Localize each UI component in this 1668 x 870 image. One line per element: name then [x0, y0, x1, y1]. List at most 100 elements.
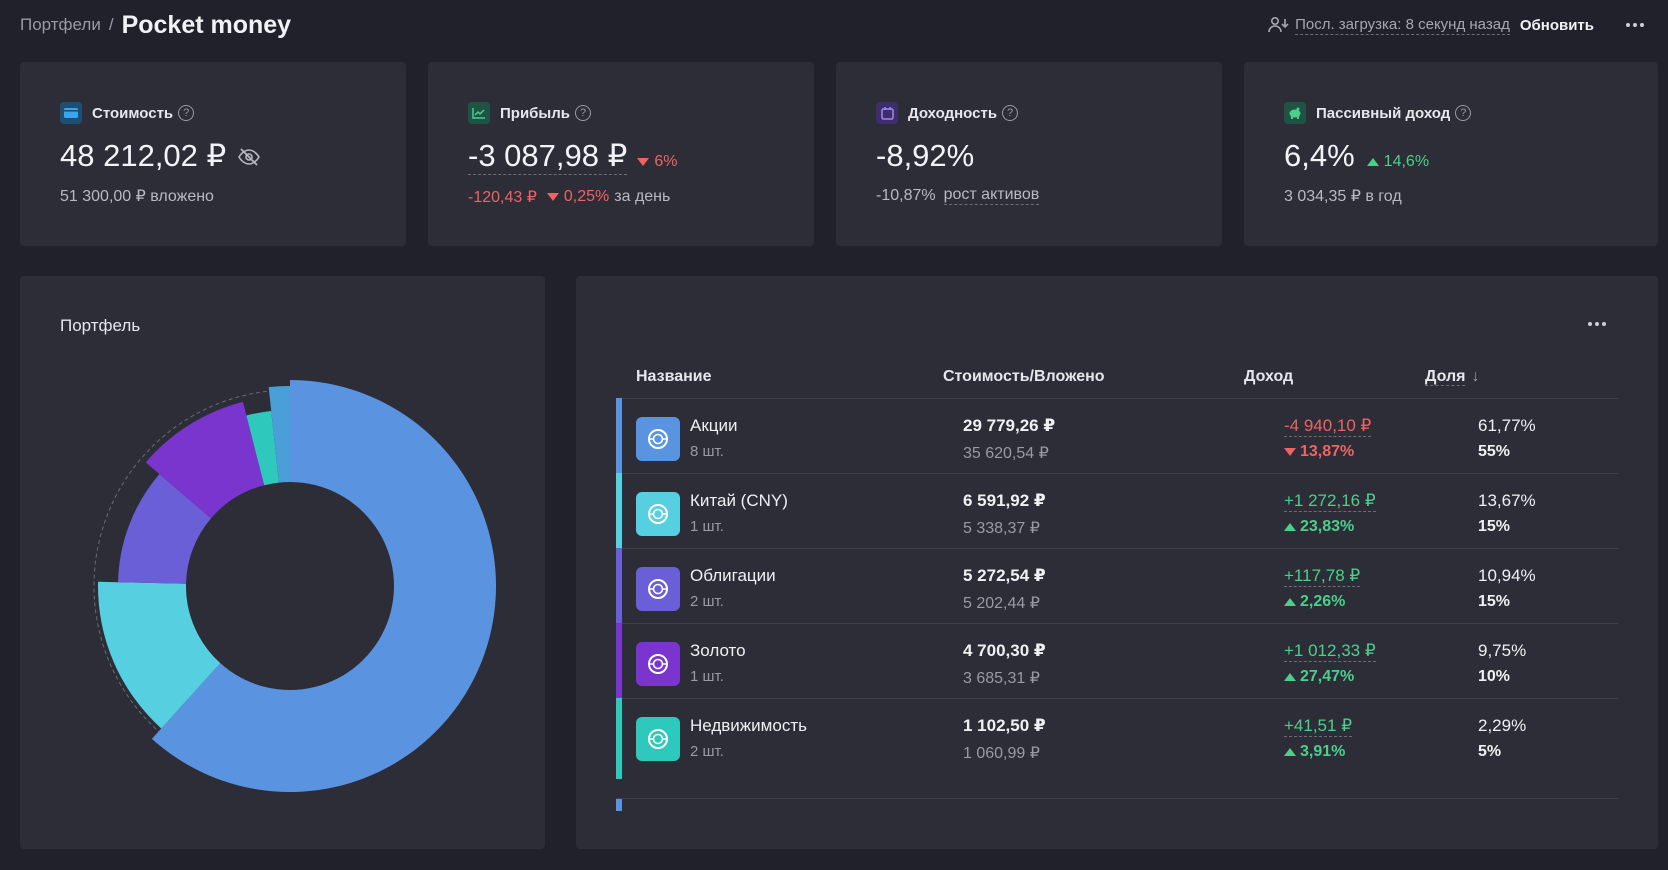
header-income[interactable]: Доход [1244, 368, 1294, 385]
row-income[interactable]: +41,51 ₽ [1284, 716, 1353, 737]
donut-slice-2[interactable] [118, 474, 212, 584]
row-color-bar [616, 398, 622, 479]
asset-icon [636, 492, 680, 536]
passive-amount: 6,4% [1284, 138, 1355, 173]
row-share: 13,67% [1478, 491, 1536, 510]
yield-card: Доходность ? -8,92% -10,87% рост активов [836, 62, 1222, 246]
row-invested: 3 685,31 ₽ [963, 670, 1040, 687]
row-color-bar [616, 698, 622, 779]
passive-label: Пассивный доход [1316, 104, 1451, 122]
row-invested: 5 338,37 ₽ [963, 520, 1040, 537]
asset-growth-label[interactable]: рост активов [943, 186, 1040, 205]
day-profit-change: 0,25% [563, 188, 610, 205]
chart-up-icon [468, 102, 490, 124]
calendar-icon [876, 102, 898, 124]
row-target-share: 55% [1478, 443, 1511, 460]
row-share: 9,75% [1478, 641, 1527, 660]
row-income[interactable]: +1 012,33 ₽ [1284, 641, 1376, 662]
table-row[interactable]: Недвижимость 2 шт. 1 102,50 ₽ 1 060,99 ₽ +41… [616, 698, 1618, 779]
asset-coin-icon [648, 654, 668, 674]
row-qty: 8 шт. [690, 443, 724, 460]
asset-coin-icon [648, 504, 668, 524]
row-color-bar [616, 548, 622, 629]
trend-up-icon [1284, 598, 1296, 606]
row-qty: 2 шт. [690, 743, 724, 760]
trend-up-icon [1284, 748, 1296, 756]
donut-slice-1[interactable] [98, 581, 221, 729]
top-bar: Портфели / Pocket money Посл. загрузка: … [20, 8, 1648, 42]
row-income-pct: 13,87% [1284, 443, 1354, 461]
value-card: Стоимость ? 48 212,02 ₽ 51 300,00 ₽ влож… [20, 62, 406, 246]
table-row[interactable]: Китай (CNY) 1 шт. 6 591,92 ₽ 5 338,37 ₽ +1 2… [616, 473, 1618, 554]
row-name: Акции [690, 416, 738, 435]
row-share: 10,94% [1478, 566, 1536, 585]
help-icon[interactable]: ? [575, 105, 591, 121]
table-row[interactable]: Облигации 2 шт. 5 272,54 ₽ 5 202,44 ₽ +117,7… [616, 548, 1618, 629]
refresh-button[interactable]: Обновить [1519, 16, 1594, 34]
table-row[interactable]: Акции 8 шт. 29 779,26 ₽ 35 620,54 ₽ -4 940,1… [616, 398, 1618, 479]
breadcrumb-parent[interactable]: Портфели [20, 15, 101, 34]
row-income[interactable]: -4 940,10 ₽ [1284, 416, 1372, 437]
row-qty: 1 шт. [690, 668, 724, 685]
donut-slice-3[interactable] [145, 401, 265, 519]
row-income[interactable]: +117,78 ₽ [1284, 566, 1361, 587]
trend-up-icon [1284, 523, 1296, 531]
row-income-pct: 3,91% [1284, 743, 1345, 761]
donut-slice-extra[interactable] [268, 386, 290, 483]
table-tail-bar [616, 799, 622, 811]
row-value: 4 700,30 ₽ [963, 641, 1046, 660]
asset-icon [636, 717, 680, 761]
passive-change: 14,6% [1383, 153, 1430, 170]
portfolio-card: Портфель [20, 276, 545, 849]
asset-icon [636, 642, 680, 686]
asset-icon [636, 567, 680, 611]
help-icon[interactable]: ? [1455, 105, 1472, 121]
row-value: 29 779,26 ₽ [963, 416, 1056, 435]
row-color-bar [616, 473, 622, 554]
invested-amount: 51 300,00 ₽ вложено [60, 188, 214, 205]
trend-down-icon [546, 193, 559, 201]
asset-growth-value: -10,87% [876, 186, 936, 204]
row-share: 61,77% [1478, 416, 1536, 435]
row-share: 2,29% [1478, 716, 1527, 735]
row-invested: 35 620,54 ₽ [963, 445, 1049, 462]
row-target-share: 5% [1478, 743, 1502, 760]
table-row[interactable]: Золото 1 шт. 4 700,30 ₽ 3 685,31 ₽ +1 012,33… [616, 623, 1618, 704]
trend-down-icon [637, 158, 650, 166]
donut-slice-0[interactable] [151, 380, 496, 792]
profit-card: Прибыль ? -3 087,98 ₽ 6% -120,43 ₽ 0,25%… [428, 62, 814, 246]
row-invested: 5 202,44 ₽ [963, 595, 1040, 612]
help-icon[interactable]: ? [1002, 105, 1019, 121]
yield-label: Доходность [908, 104, 998, 122]
profit-label: Прибыль [500, 104, 570, 122]
passive-per-year: 3 034,35 ₽ в год [1284, 188, 1402, 205]
donut-slice-4[interactable] [246, 411, 279, 486]
row-name: Недвижимость [690, 716, 807, 735]
row-income-pct: 27,47% [1284, 668, 1354, 686]
eye-off-icon[interactable] [238, 148, 261, 166]
sort-down-icon[interactable]: ↓ [1471, 368, 1480, 385]
profit-change: 6% [654, 153, 678, 170]
help-icon[interactable]: ? [178, 105, 195, 121]
holdings-card: Название Стоимость/Вложено Доход Доля ↓ А… [576, 276, 1658, 849]
more-menu-icon[interactable] [1622, 19, 1648, 31]
asset-coin-icon [648, 429, 668, 449]
top-right-controls: Посл. загрузка: 8 секунд назад Обновить [1267, 14, 1648, 36]
row-name: Китай (CNY) [690, 491, 788, 510]
header-name[interactable]: Название [636, 368, 712, 385]
header-share[interactable]: Доля ↓ [1425, 368, 1480, 386]
trend-up-icon [1366, 158, 1379, 166]
row-qty: 1 шт. [690, 518, 724, 535]
table-more-icon[interactable] [1584, 318, 1610, 330]
header-value[interactable]: Стоимость/Вложено [943, 368, 1105, 385]
profit-amount[interactable]: -3 087,98 ₽ [468, 138, 628, 175]
last-load-status: Посл. загрузка: 8 секунд назад [1295, 15, 1510, 35]
asset-icon [636, 417, 680, 461]
yield-amount: -8,92% [876, 138, 975, 173]
row-income[interactable]: +1 272,16 ₽ [1284, 491, 1376, 512]
row-value: 6 591,92 ₽ [963, 491, 1046, 510]
piggy-bank-icon [1284, 102, 1306, 124]
wallet-icon [60, 102, 82, 124]
row-target-share: 15% [1478, 593, 1511, 610]
row-income-pct: 2,26% [1284, 593, 1345, 611]
